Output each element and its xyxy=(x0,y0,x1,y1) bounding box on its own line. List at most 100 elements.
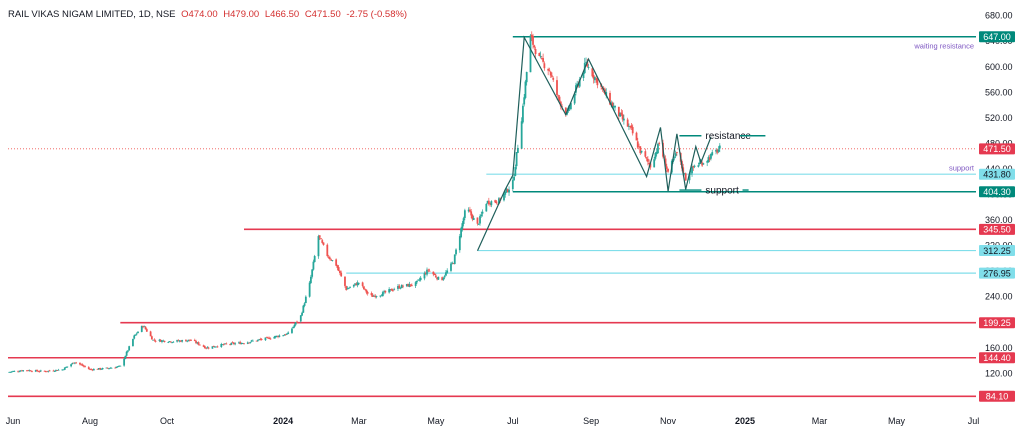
candle-body xyxy=(205,347,208,349)
badge-label: 276.95 xyxy=(983,268,1011,278)
candle-304 xyxy=(543,61,546,71)
candle-body xyxy=(239,342,242,345)
candle-163 xyxy=(294,322,297,326)
candle-body xyxy=(91,369,94,371)
candle-297 xyxy=(532,33,534,49)
candle-215 xyxy=(388,287,391,294)
candle-body xyxy=(269,338,272,340)
candle-245 xyxy=(441,276,444,281)
candle-217 xyxy=(390,288,393,291)
candle-181 xyxy=(327,254,330,259)
candle-214 xyxy=(384,290,387,294)
candle-401 xyxy=(716,148,719,155)
candle-199 xyxy=(357,282,360,286)
candle-330 xyxy=(591,66,594,78)
candle-132 xyxy=(240,342,243,345)
candle-121 xyxy=(221,344,224,346)
x-tick-Aug: Aug xyxy=(82,416,98,426)
candle-body xyxy=(101,368,104,370)
candle-body xyxy=(718,145,721,149)
candle-body xyxy=(75,362,78,364)
candle-body xyxy=(547,68,550,71)
candle-127 xyxy=(231,341,234,344)
candle-114 xyxy=(207,346,210,350)
candle-body xyxy=(344,276,346,286)
candle-body xyxy=(558,96,561,102)
candle-143 xyxy=(259,337,262,341)
candle-body xyxy=(557,95,560,97)
badge-label: 199.25 xyxy=(983,318,1011,328)
candle-body xyxy=(595,78,598,80)
candle-26 xyxy=(53,370,56,373)
candle-283 xyxy=(506,188,509,193)
candle-290 xyxy=(520,117,523,149)
candle-body xyxy=(196,342,199,344)
annotation-support: support xyxy=(679,186,749,197)
candle-62 xyxy=(116,366,119,368)
candle-body xyxy=(318,235,321,238)
candle-body xyxy=(220,344,223,348)
candle-body xyxy=(559,101,562,107)
badge-84.10: 84.10 xyxy=(979,390,1015,402)
candle-42 xyxy=(81,363,84,367)
candle-327 xyxy=(585,57,587,64)
badge-431.80: 431.80 xyxy=(979,168,1015,180)
symbol-title: RAIL VIKAS NIGAM LIMITED, 1D, NSE xyxy=(8,9,176,20)
candle-body xyxy=(692,166,695,168)
badge-label: 84.10 xyxy=(986,391,1009,401)
candle-125 xyxy=(229,343,232,346)
candle-body xyxy=(212,345,215,347)
candle-124 xyxy=(225,342,228,345)
candle-body xyxy=(195,341,197,344)
annotations: resistance support waiting resistance suppo… xyxy=(679,42,975,197)
candle-92 xyxy=(169,341,172,343)
candle-body xyxy=(337,267,340,271)
candle-body xyxy=(657,143,659,154)
candle-276 xyxy=(495,200,498,205)
candle-body xyxy=(414,282,417,287)
candle-275 xyxy=(494,199,497,204)
candle-90 xyxy=(167,341,170,344)
candle-body xyxy=(716,149,719,153)
candle-403 xyxy=(718,143,721,153)
time-axis[interactable]: Jun Aug Oct 2024 Mar May Jul Sep Nov 2025 Mar May Ju… xyxy=(6,416,979,426)
candle-95 xyxy=(176,339,179,343)
candle-5 xyxy=(17,370,19,373)
candle-73 xyxy=(135,332,138,336)
candle-body xyxy=(437,276,440,280)
candle-body xyxy=(569,103,572,110)
candle-379 xyxy=(675,151,678,156)
candle-body xyxy=(653,159,656,168)
candle-48 xyxy=(91,369,94,372)
candle-body xyxy=(549,71,552,76)
candle-body xyxy=(508,189,510,193)
candle-body xyxy=(707,157,710,163)
candle-body xyxy=(274,335,277,338)
candle-201 xyxy=(363,285,365,290)
candle-body xyxy=(167,342,170,344)
candle-body xyxy=(152,339,155,341)
candle-144 xyxy=(260,338,263,341)
candle-216 xyxy=(389,289,392,292)
candle-367 xyxy=(655,148,658,157)
candle-body xyxy=(463,210,466,218)
candle-153 xyxy=(277,335,279,339)
candle-body xyxy=(400,285,403,288)
candle-body xyxy=(124,355,127,359)
candle-body xyxy=(250,340,253,342)
candle-303 xyxy=(542,53,545,64)
candle-333 xyxy=(595,76,598,83)
candle-body xyxy=(461,223,464,229)
candle-233 xyxy=(418,277,421,282)
candle-119 xyxy=(216,345,219,348)
candle-body xyxy=(89,369,91,370)
candle-0 xyxy=(8,371,11,373)
candle-84 xyxy=(154,339,157,343)
candle-body xyxy=(640,150,643,153)
candle-body xyxy=(684,173,687,181)
x-tick-Mar: Mar xyxy=(351,416,367,426)
candle-body xyxy=(392,290,394,292)
candle-378 xyxy=(674,150,677,159)
candle-body xyxy=(126,350,129,352)
